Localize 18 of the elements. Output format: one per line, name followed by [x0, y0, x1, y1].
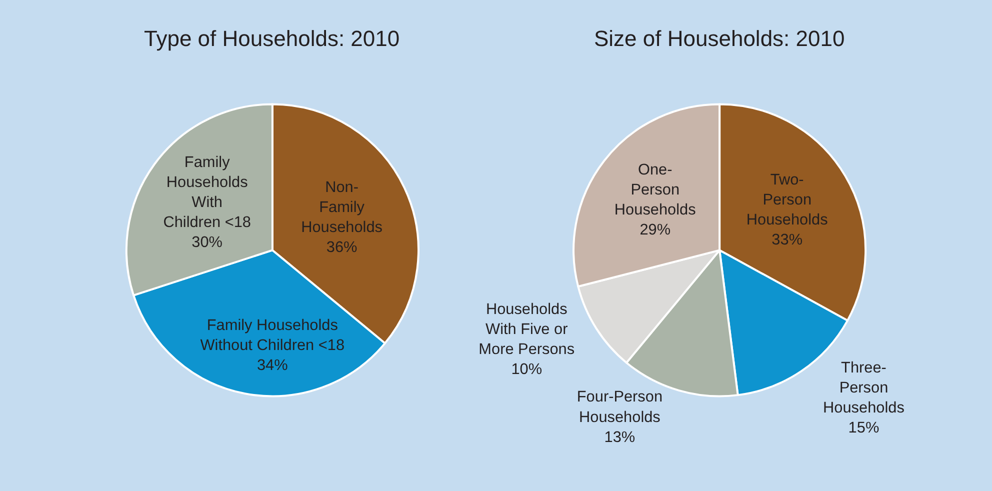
data-label: 29%	[640, 222, 671, 239]
slice-label: Two- Person Households	[746, 172, 828, 229]
chart-title: Size of Households: 2010	[594, 26, 845, 51]
slice-label: Family Households Without Children <18	[200, 316, 345, 354]
slice-label: One- Person Households	[614, 161, 696, 219]
slice-label: Four-Person Households	[576, 388, 663, 426]
data-label: 15%	[848, 420, 880, 437]
data-label: 30%	[192, 234, 223, 252]
data-label: 10%	[511, 361, 542, 378]
slice-label: Three- Person Households	[823, 359, 905, 416]
slice-label: Households With Five or More Persons	[478, 301, 575, 358]
slice-label: Family Households With Children <18	[163, 154, 251, 232]
data-label: 36%	[326, 238, 358, 256]
data-label: 34%	[256, 356, 288, 374]
data-label: 33%	[772, 232, 803, 249]
slice-label: Non- Family Households	[301, 178, 383, 236]
data-label: 13%	[604, 428, 636, 446]
chart-title: Type of Households: 2010	[144, 26, 400, 51]
